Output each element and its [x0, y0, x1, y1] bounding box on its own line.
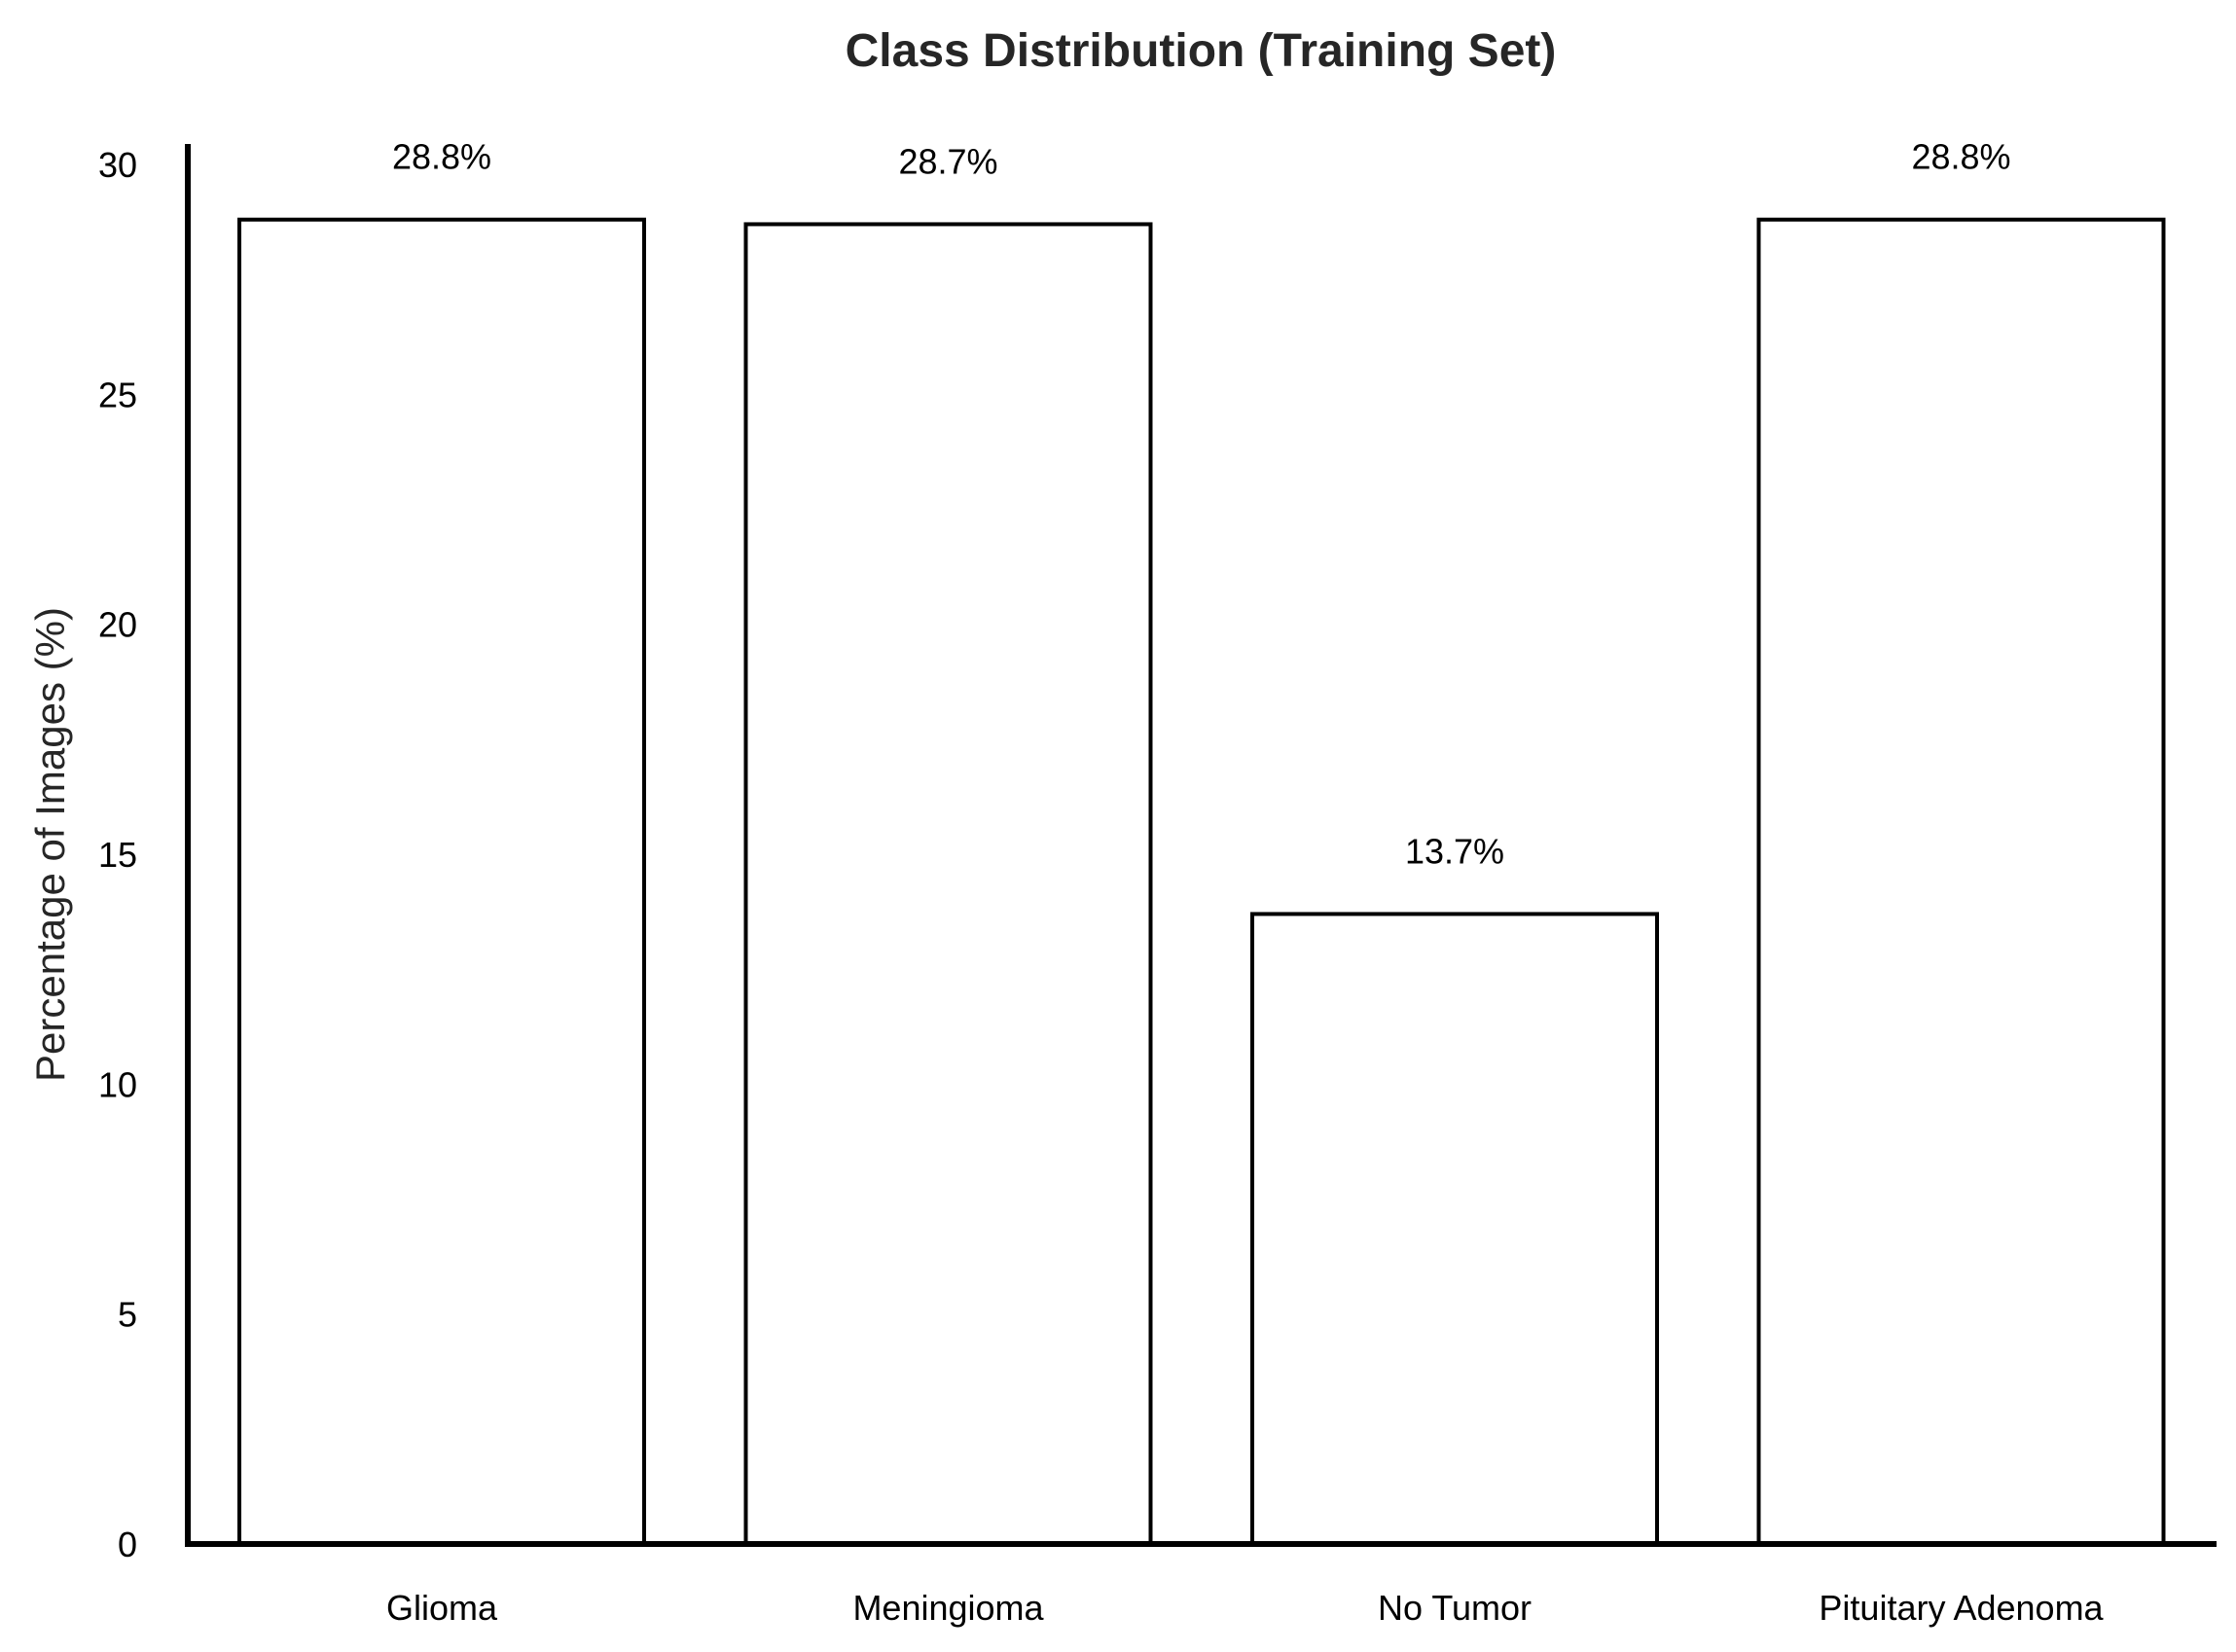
y-tick-label: 15 [98, 835, 137, 875]
chart-title: Class Distribution (Training Set) [846, 25, 1557, 77]
bar-value-labels: 28.8% 28.7% 13.7% 28.8% [392, 137, 2011, 872]
y-tick-label: 30 [98, 145, 137, 185]
y-axis-ticks: 0 5 10 15 20 25 30 [98, 145, 137, 1564]
x-axis-ticks: Glioma Meningioma No Tumor Pituitary Adenom… [386, 1588, 2105, 1628]
bar-meningioma [743, 222, 1153, 1547]
x-tick-label: Pituitary Adenoma [1819, 1588, 2104, 1628]
bar-value-label: 28.8% [1911, 137, 2010, 177]
y-tick-label: 5 [118, 1295, 137, 1335]
y-tick-label: 0 [118, 1525, 137, 1564]
y-tick-label: 25 [98, 375, 137, 414]
x-tick-label: No Tumor [1378, 1588, 1532, 1628]
bar-pituitary-adenoma [1756, 217, 2166, 1547]
bar-value-label: 28.8% [392, 137, 491, 177]
y-tick-label: 20 [98, 605, 137, 645]
bar-value-label: 13.7% [1405, 831, 1504, 871]
x-tick-label: Glioma [386, 1588, 498, 1628]
x-tick-label: Meningioma [852, 1588, 1044, 1628]
y-tick-label: 10 [98, 1064, 137, 1104]
bar-no-tumor [1250, 912, 1659, 1546]
bar-value-label: 28.7% [898, 141, 997, 181]
bars-group [237, 217, 2166, 1547]
y-axis-label: Percentage of Images (%) [27, 607, 73, 1082]
bar-glioma [237, 217, 646, 1547]
